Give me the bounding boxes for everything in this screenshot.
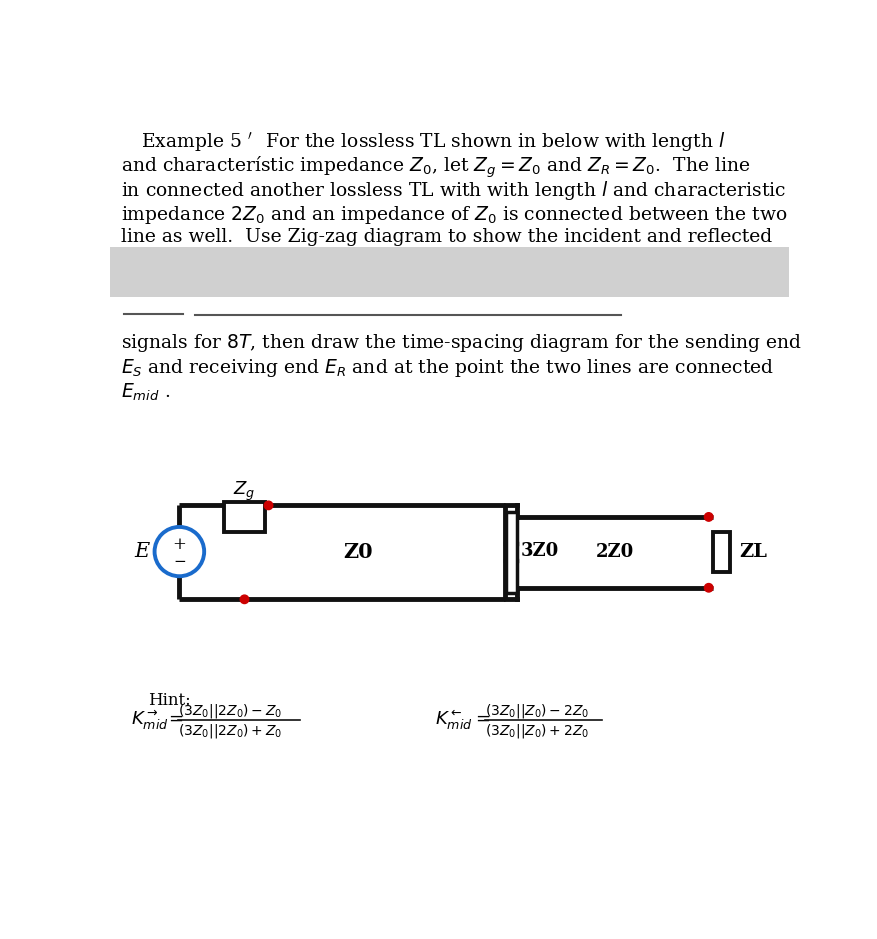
- Text: $Z_g$: $Z_g$: [233, 480, 255, 503]
- Text: $(3Z_0||Z_0)-2Z_0$: $(3Z_0||Z_0)-2Z_0$: [485, 702, 588, 720]
- Text: $K^{\leftarrow}_{mid}$: $K^{\leftarrow}_{mid}$: [435, 709, 473, 732]
- Text: $(3Z_0||Z_0)+2Z_0$: $(3Z_0||Z_0)+2Z_0$: [485, 722, 588, 740]
- Bar: [110, 248, 789, 298]
- Text: $-$: $-$: [173, 553, 186, 567]
- Text: $E_{mid}$ .: $E_{mid}$ .: [121, 381, 170, 403]
- Text: and characterístic impedance $Z_0$, let $Z_g = Z_0$ and $Z_R = Z_0$.  The line: and characterístic impedance $Z_0$, let …: [121, 154, 751, 179]
- Bar: [225, 502, 265, 531]
- Text: $(3Z_0||2Z_0)-Z_0$: $(3Z_0||2Z_0)-Z_0$: [178, 702, 282, 720]
- Bar: [506, 512, 517, 593]
- Circle shape: [264, 501, 273, 510]
- Text: For the lossless TL shown in below with length $l$: For the lossless TL shown in below with …: [265, 130, 725, 153]
- Text: impedance $2Z_0$ and an impedance of $Z_0$ is connected between the two: impedance $2Z_0$ and an impedance of $Z_…: [121, 204, 788, 225]
- Text: E: E: [134, 542, 150, 562]
- Text: line as well.  Use Zig-zag diagram to show the incident and reflected: line as well. Use Zig-zag diagram to sho…: [121, 228, 773, 246]
- Text: ZL: ZL: [739, 544, 766, 562]
- Text: 2Z0: 2Z0: [595, 544, 634, 562]
- Circle shape: [704, 583, 713, 592]
- Text: +: +: [173, 536, 186, 553]
- Circle shape: [704, 513, 713, 521]
- Text: Hint:: Hint:: [148, 692, 191, 709]
- Text: $K^{\rightarrow}_{mid}$: $K^{\rightarrow}_{mid}$: [132, 709, 169, 732]
- Bar: [713, 532, 730, 573]
- Text: $=$: $=$: [166, 709, 184, 727]
- Text: $(3Z_0||2Z_0)+Z_0$: $(3Z_0||2Z_0)+Z_0$: [178, 722, 282, 740]
- Circle shape: [240, 595, 249, 604]
- Text: $=$: $=$: [473, 709, 491, 727]
- Text: Z0: Z0: [343, 543, 373, 562]
- Text: in connected another lossless TL with with length $l$ and characteristic: in connected another lossless TL with wi…: [121, 179, 787, 202]
- Text: 3Z0: 3Z0: [520, 542, 559, 560]
- Text: $E_S$ and receiving end $E_R$ and at the point the two lines are connected: $E_S$ and receiving end $E_R$ and at the…: [121, 357, 774, 378]
- Text: signals for $8T$, then draw the time-spacing diagram for the sending end: signals for $8T$, then draw the time-spa…: [121, 332, 802, 354]
- Text: Example 5 $\mathsf{'}$: Example 5 $\mathsf{'}$: [140, 130, 253, 154]
